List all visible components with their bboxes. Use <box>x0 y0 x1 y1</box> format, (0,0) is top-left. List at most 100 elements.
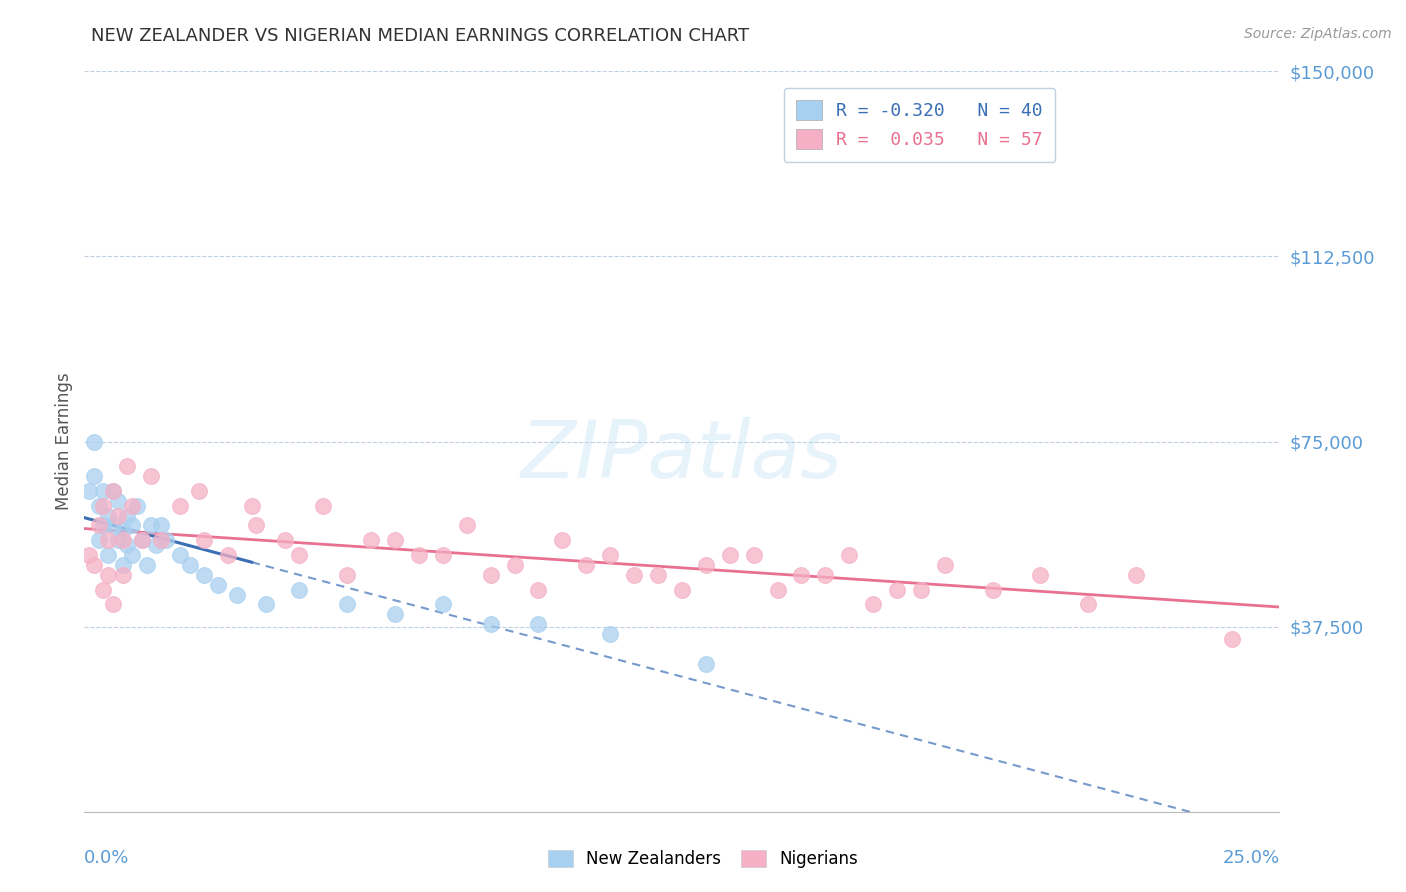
Point <box>695 558 717 572</box>
Point <box>155 533 177 548</box>
Point <box>551 533 574 548</box>
Point <box>93 499 115 513</box>
Point <box>1029 567 1052 582</box>
Point <box>111 533 134 548</box>
Point <box>77 548 100 562</box>
Point <box>97 567 120 582</box>
Point <box>107 533 129 548</box>
Point <box>117 508 139 523</box>
Point <box>111 558 134 572</box>
Point <box>131 533 153 548</box>
Point <box>432 598 454 612</box>
Point <box>288 582 311 597</box>
Point <box>671 582 693 597</box>
Point <box>910 582 932 597</box>
Point <box>647 567 669 582</box>
Text: 25.0%: 25.0% <box>1222 849 1279 867</box>
Point <box>456 518 478 533</box>
Legend: R = -0.320   N = 40, R =  0.035   N = 57: R = -0.320 N = 40, R = 0.035 N = 57 <box>783 87 1056 161</box>
Point <box>121 499 143 513</box>
Point <box>111 567 134 582</box>
Point <box>87 533 110 548</box>
Point <box>207 577 229 591</box>
Point <box>384 533 406 548</box>
Point <box>83 434 105 449</box>
Point <box>1125 567 1147 582</box>
Point <box>312 499 335 513</box>
Point <box>97 508 120 523</box>
Point <box>145 538 167 552</box>
Point <box>179 558 201 572</box>
Legend: New Zealanders, Nigerians: New Zealanders, Nigerians <box>541 843 865 875</box>
Point <box>121 548 143 562</box>
Point <box>479 617 502 632</box>
Point <box>432 548 454 562</box>
Point <box>814 567 837 582</box>
Point <box>93 518 115 533</box>
Point <box>117 538 139 552</box>
Point <box>240 499 263 513</box>
Point <box>93 483 115 498</box>
Point <box>718 548 741 562</box>
Point <box>101 483 124 498</box>
Point <box>87 518 110 533</box>
Point <box>790 567 813 582</box>
Point <box>83 469 105 483</box>
Point <box>77 483 100 498</box>
Point <box>288 548 311 562</box>
Point <box>623 567 645 582</box>
Y-axis label: Median Earnings: Median Earnings <box>55 373 73 510</box>
Point <box>217 548 239 562</box>
Point <box>886 582 908 597</box>
Point <box>107 493 129 508</box>
Point <box>599 627 621 641</box>
Point <box>149 533 172 548</box>
Point <box>107 508 129 523</box>
Point <box>245 518 267 533</box>
Point <box>149 518 172 533</box>
Point <box>193 567 215 582</box>
Text: 0.0%: 0.0% <box>84 849 129 867</box>
Point <box>1077 598 1099 612</box>
Point <box>527 582 550 597</box>
Point <box>862 598 884 612</box>
Point <box>479 567 502 582</box>
Point <box>193 533 215 548</box>
Text: Source: ZipAtlas.com: Source: ZipAtlas.com <box>1244 27 1392 41</box>
Point <box>254 598 277 612</box>
Point <box>141 469 163 483</box>
Point <box>742 548 765 562</box>
Text: NEW ZEALANDER VS NIGERIAN MEDIAN EARNINGS CORRELATION CHART: NEW ZEALANDER VS NIGERIAN MEDIAN EARNING… <box>91 27 749 45</box>
Point <box>169 499 191 513</box>
Point <box>695 657 717 671</box>
Point <box>97 548 120 562</box>
Point <box>408 548 430 562</box>
Point <box>360 533 382 548</box>
Point <box>599 548 621 562</box>
Point <box>384 607 406 622</box>
Point <box>226 588 249 602</box>
Point <box>336 598 359 612</box>
Point <box>101 518 124 533</box>
Point <box>101 598 124 612</box>
Point <box>575 558 598 572</box>
Text: ZIPatlas: ZIPatlas <box>520 417 844 495</box>
Point <box>111 524 134 538</box>
Point <box>981 582 1004 597</box>
Point <box>766 582 789 597</box>
Point <box>188 483 211 498</box>
Point <box>97 533 120 548</box>
Point <box>125 499 148 513</box>
Point <box>83 558 105 572</box>
Point <box>838 548 860 562</box>
Point <box>117 459 139 474</box>
Point <box>101 483 124 498</box>
Point <box>934 558 956 572</box>
Point <box>169 548 191 562</box>
Point <box>1220 632 1243 646</box>
Point <box>135 558 157 572</box>
Point <box>131 533 153 548</box>
Point <box>527 617 550 632</box>
Point <box>274 533 297 548</box>
Point <box>141 518 163 533</box>
